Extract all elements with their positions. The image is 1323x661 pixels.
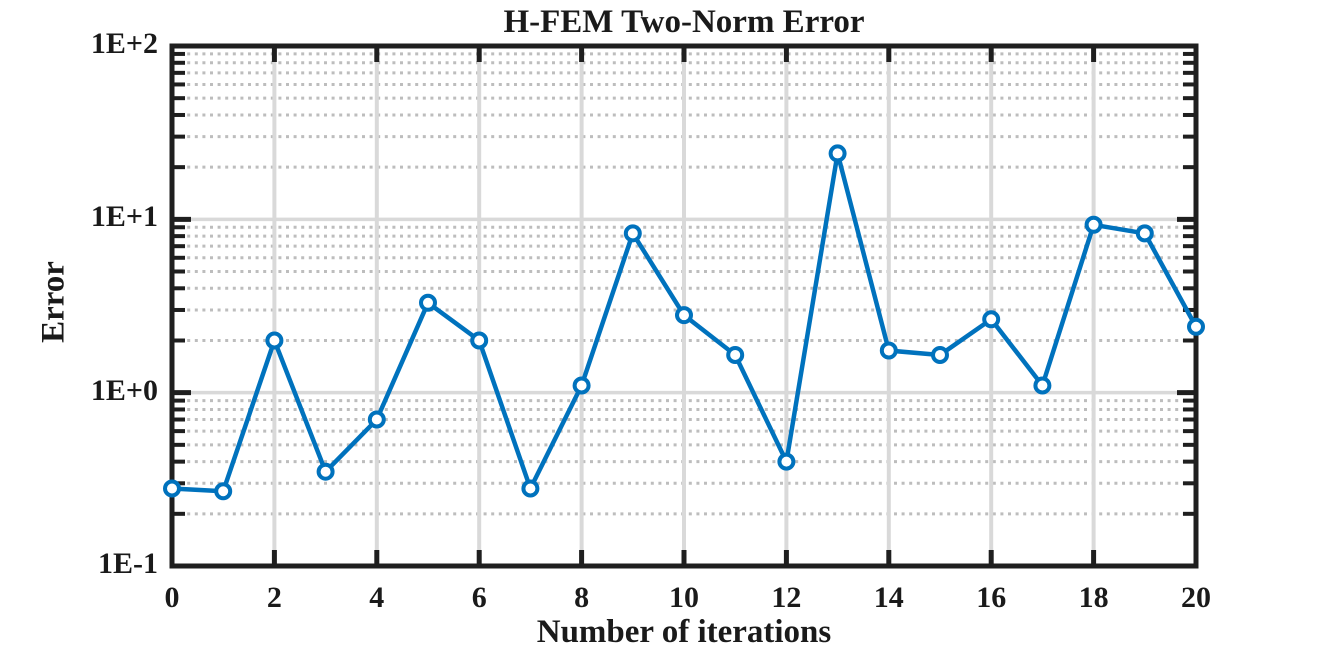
x-tick-label: 4 [369, 581, 385, 614]
y-axis-label: Error [35, 261, 72, 343]
data-point-marker [1084, 215, 1103, 234]
data-point-marker [726, 345, 745, 364]
x-tick-label: 8 [574, 581, 590, 614]
data-point-marker [982, 310, 1001, 329]
data-point-marker [931, 345, 949, 364]
y-tick-label: 1E-1 [98, 547, 158, 580]
data-point-marker [777, 452, 796, 471]
data-point-marker [1135, 224, 1154, 243]
data-point-marker [470, 331, 489, 350]
x-tick-label: 16 [976, 581, 1007, 614]
x-tick-label: 20 [1181, 581, 1211, 614]
data-point-marker [1187, 317, 1205, 336]
data-point-marker [521, 479, 540, 498]
data-point-marker [828, 144, 847, 163]
x-tick-label: 12 [771, 581, 802, 614]
x-tick-label: 14 [873, 581, 904, 614]
x-axis-label: Number of iterations [536, 614, 832, 650]
chart-title: H-FEM Two-Norm Error [503, 4, 865, 40]
x-tick-label: 6 [471, 581, 487, 614]
y-tick-label: 1E+2 [90, 27, 158, 60]
data-point-marker [1033, 376, 1052, 395]
data-point-marker [367, 410, 386, 429]
data-point-marker [163, 479, 181, 498]
x-tick-label: 0 [164, 581, 180, 614]
data-point-marker [675, 306, 693, 325]
data-point-marker [879, 341, 898, 360]
data-point-marker [419, 293, 437, 312]
y-tick-label: 1E+0 [90, 373, 158, 407]
data-point-marker [265, 331, 284, 350]
axes-frame [169, 43, 1199, 569]
y-tick-label: 1E+1 [90, 200, 158, 234]
x-tick-label: 10 [669, 581, 699, 614]
data-point-marker [316, 462, 335, 481]
data-point-marker [214, 482, 233, 501]
x-tick-label: 2 [266, 581, 282, 614]
x-tick-label: 18 [1078, 581, 1109, 614]
data-point-marker [572, 376, 591, 395]
data-point-marker [623, 224, 642, 243]
